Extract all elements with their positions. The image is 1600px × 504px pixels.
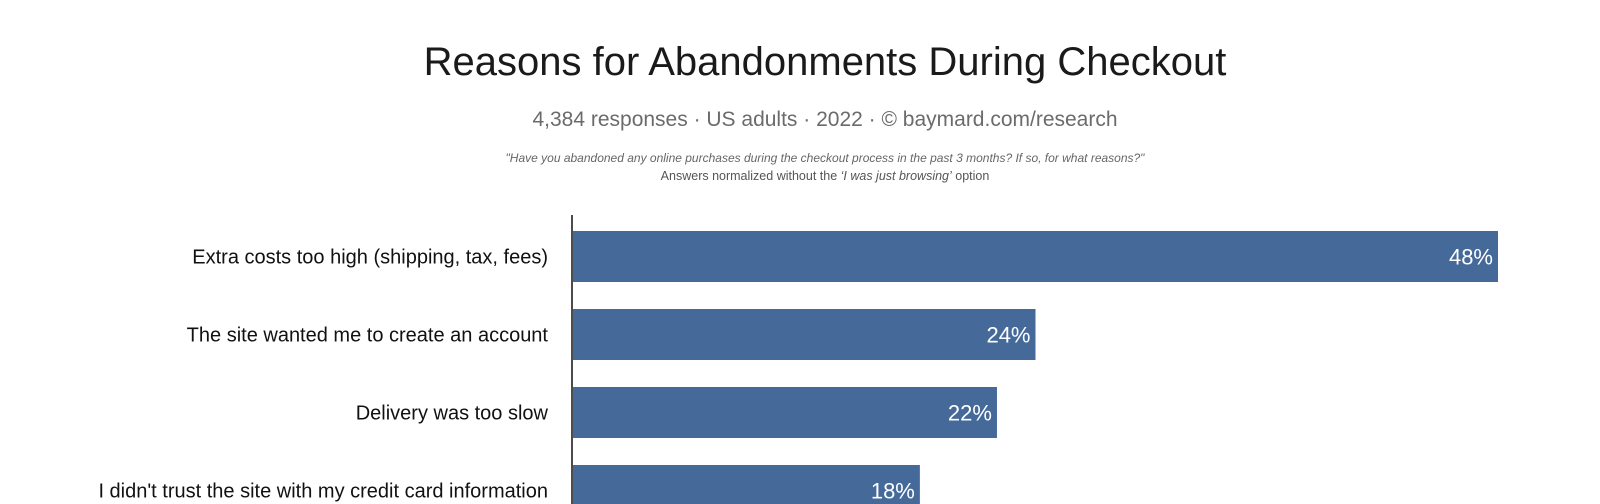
chart-subtitle: 4,384 responses · US adults · 2022 · © b…: [532, 108, 1118, 131]
value-label: 24%: [986, 323, 1030, 348]
category-label: Extra costs too high (shipping, tax, fee…: [192, 247, 548, 269]
note-suffix: option: [951, 169, 990, 183]
category-label: Delivery was too slow: [356, 403, 549, 425]
bar: [573, 231, 1498, 282]
note-prefix: Answers normalized without the: [660, 169, 841, 183]
bar: [573, 465, 920, 504]
survey-question: "Have you abandoned any online purchases…: [505, 151, 1145, 165]
value-label: 22%: [948, 401, 992, 426]
bar: [573, 387, 997, 438]
normalization-note: Answers normalized without the ‘I was ju…: [0, 169, 1600, 183]
category-label: I didn't trust the site with my credit c…: [98, 481, 548, 503]
category-label: The site wanted me to create an account: [187, 325, 549, 347]
chart-title: Reasons for Abandonments During Checkout: [423, 40, 1227, 84]
value-label: 48%: [1449, 245, 1493, 270]
note-italic: ‘I was just browsing’: [840, 169, 952, 183]
bar: [573, 309, 1036, 360]
value-label: 18%: [871, 479, 915, 504]
